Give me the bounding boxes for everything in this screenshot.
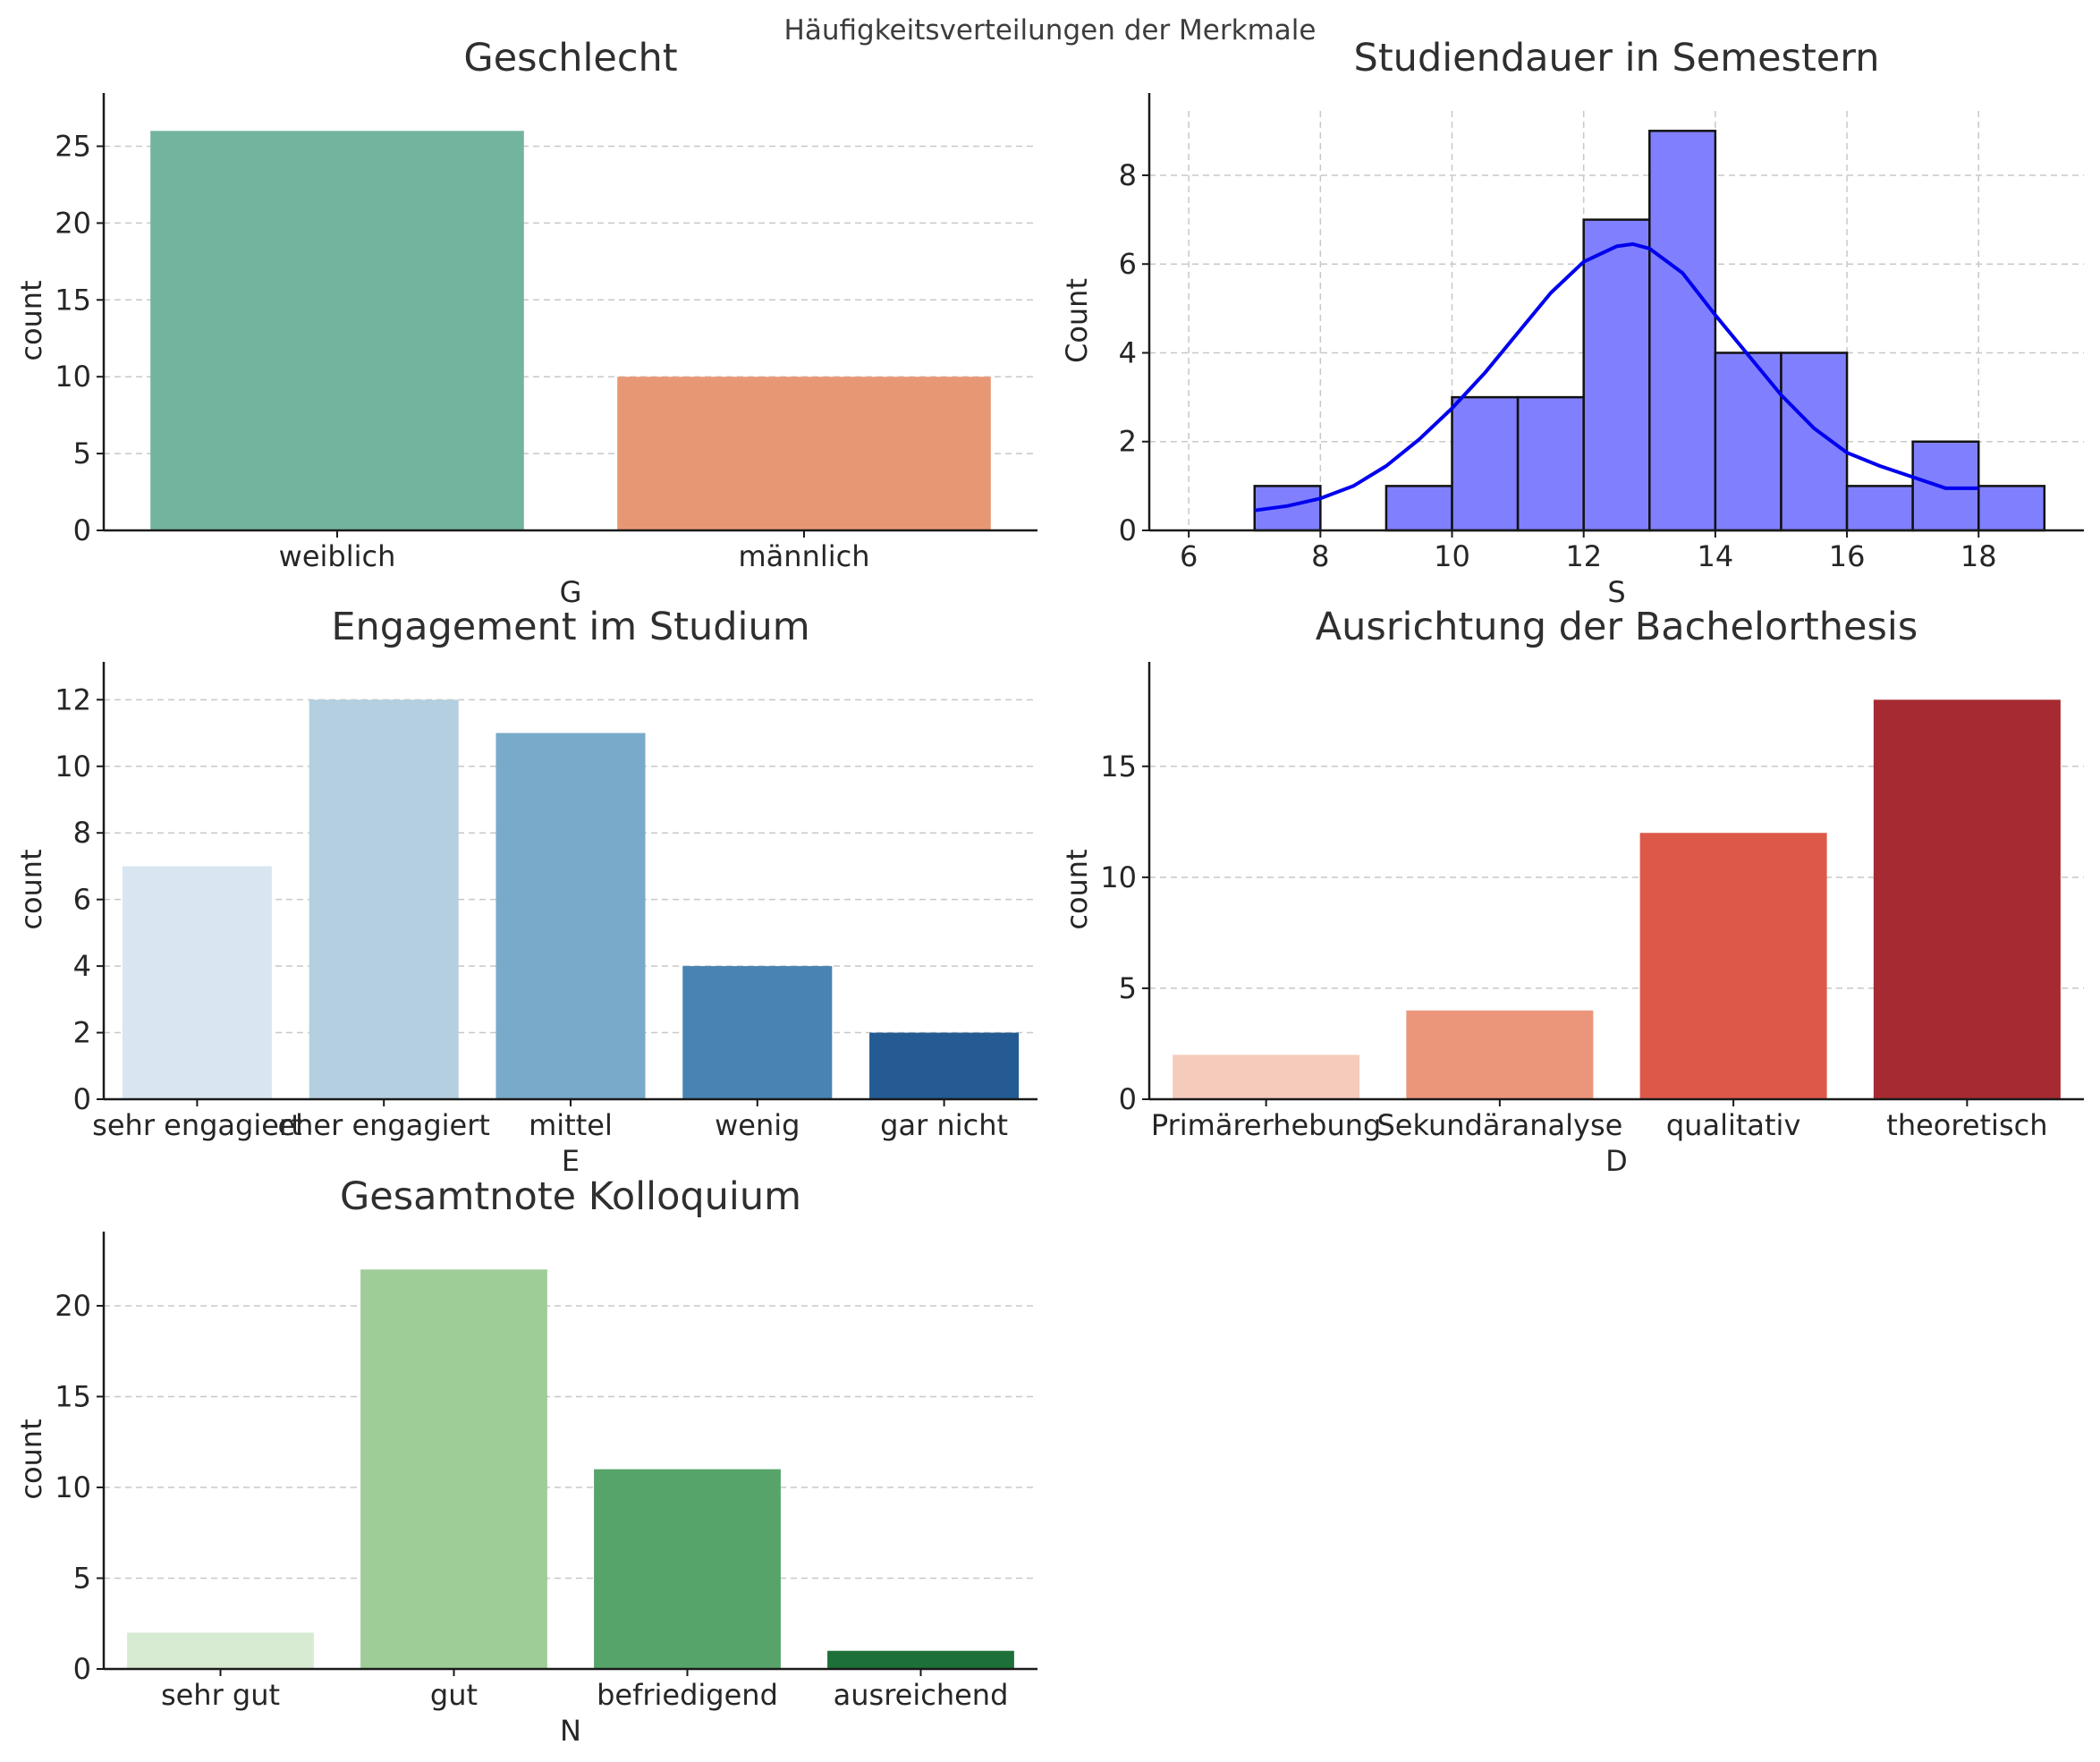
histogram-bar — [1384, 485, 1453, 532]
y-tick-label: 5 — [73, 436, 91, 470]
y-tick-label: 20 — [55, 1289, 91, 1323]
y-tick-label: 10 — [55, 1470, 91, 1504]
y-tick-label: 6 — [73, 883, 91, 917]
x-tick-label: theoretisch — [1886, 1108, 2047, 1142]
panel-1: weiblich männlich 0 5 10 15 20 25 Geschlecht Gcou… — [14, 36, 1037, 609]
y-tick-label: 2 — [73, 1016, 91, 1050]
bar-4 — [1873, 699, 2061, 1099]
y-tick-label: 5 — [73, 1561, 91, 1595]
y-tick-label: 6 — [1119, 247, 1137, 281]
histogram-bar — [1451, 395, 1520, 532]
y-tick-label: 0 — [73, 513, 91, 547]
bar-1 — [1173, 1055, 1360, 1099]
y-tick-label: 8 — [73, 816, 91, 850]
x-tick-label: sehr gut — [161, 1678, 280, 1712]
bar-2 — [1406, 1010, 1594, 1099]
y-tick-label: 10 — [55, 750, 91, 784]
y-tick-label: 5 — [1119, 971, 1137, 1005]
panel-title: Studiendauer in Semestern — [1354, 36, 1880, 80]
x-tick-label: sehr engagiert — [92, 1108, 301, 1142]
y-tick-label: 0 — [1119, 1082, 1137, 1116]
x-tick-label: qualitativ — [1666, 1108, 1801, 1142]
x-tick-label: männlich — [739, 539, 870, 573]
y-tick-label: 15 — [55, 1379, 91, 1413]
bar-3 — [495, 733, 646, 1099]
bar-1 — [150, 131, 524, 531]
x-tick-label: Sekundäranalyse — [1376, 1108, 1622, 1142]
y-tick-label: 0 — [73, 1652, 91, 1686]
bar-4 — [682, 966, 833, 1099]
x-tick-label: 6 — [1180, 539, 1198, 573]
y-tick-label: 15 — [55, 283, 91, 317]
bar-3 — [1639, 833, 1827, 1099]
y-axis-label: Count — [1060, 278, 1094, 363]
x-tick-label: 8 — [1311, 539, 1329, 573]
kde-line — [1254, 241, 1979, 513]
x-tick-label: 14 — [1698, 539, 1734, 573]
histogram-bar — [1911, 440, 1980, 532]
x-tick-label: 12 — [1565, 539, 1602, 573]
y-tick-label: 0 — [1119, 513, 1137, 547]
x-tick-label: mittel — [529, 1108, 613, 1142]
y-tick-label: 10 — [55, 360, 91, 394]
figure-suptitle: Häufigkeitsverteilungen der Merkmale — [784, 14, 1317, 47]
y-tick-label: 15 — [1100, 750, 1137, 784]
y-axis-label: count — [14, 1419, 48, 1499]
x-tick-label: befriedigend — [597, 1678, 778, 1712]
x-axis-label: D — [1605, 1144, 1628, 1178]
y-tick-label: 2 — [1119, 425, 1137, 459]
y-tick-label: 0 — [73, 1082, 91, 1116]
y-axis-label: count — [1060, 849, 1094, 929]
panel-title: Gesamtnote Kolloquium — [340, 1174, 801, 1219]
bar-1 — [122, 866, 272, 1099]
y-tick-label: 20 — [55, 206, 91, 240]
x-axis-label: G — [560, 575, 582, 609]
y-axis-label: count — [14, 849, 48, 929]
x-axis-label: N — [560, 1714, 581, 1748]
x-tick-label: 18 — [1960, 539, 1997, 573]
x-axis-label: E — [562, 1144, 580, 1178]
y-tick-label: 12 — [55, 682, 91, 716]
x-tick-label: eher engagiert — [277, 1108, 489, 1142]
x-tick-label: ausreichend — [834, 1678, 1009, 1712]
bar-2 — [617, 377, 991, 530]
bar-5 — [869, 1032, 1020, 1099]
x-tick-label: weiblich — [279, 539, 396, 573]
y-tick-label: 8 — [1119, 158, 1137, 192]
bar-3 — [594, 1469, 781, 1669]
y-tick-label: 4 — [1119, 335, 1137, 369]
x-tick-label: gar nicht — [880, 1108, 1008, 1142]
histogram-bar — [1977, 485, 2046, 532]
y-axis-label: count — [14, 280, 48, 360]
histogram-bar — [1845, 485, 1914, 532]
y-tick-label: 25 — [55, 130, 91, 164]
x-tick-label: 10 — [1434, 539, 1470, 573]
y-tick-label: 4 — [73, 949, 91, 983]
histogram-bar — [1780, 352, 1849, 532]
x-tick-label: gut — [430, 1678, 478, 1712]
x-tick-label: wenig — [715, 1108, 800, 1142]
panel-title: Engagement im Studium — [331, 605, 809, 649]
bar-4 — [827, 1650, 1014, 1669]
histogram-bar — [1582, 218, 1651, 532]
panel-title: Geschlecht — [463, 36, 677, 80]
histogram-bar — [1516, 395, 1585, 532]
bar-2 — [309, 699, 459, 1099]
x-tick-label: 16 — [1829, 539, 1866, 573]
panel-title: Ausrichtung der Bachelorthesis — [1316, 605, 1918, 649]
histogram-bar — [1714, 352, 1782, 532]
bar-1 — [127, 1632, 314, 1669]
panel-2: 6 8 10 12 14 16 18 0 2 4 6 8 Studiendauer in Semeste… — [1060, 36, 2084, 609]
y-tick-label: 10 — [1100, 860, 1137, 894]
histogram-bar — [1648, 130, 1717, 532]
x-axis-label: S — [1607, 575, 1625, 609]
x-tick-label: Primärerhebung — [1151, 1108, 1381, 1142]
panel-5: sehr gut gut befriedigend ausreichend 0 5 10 15… — [14, 1174, 1037, 1748]
bar-2 — [360, 1269, 547, 1669]
